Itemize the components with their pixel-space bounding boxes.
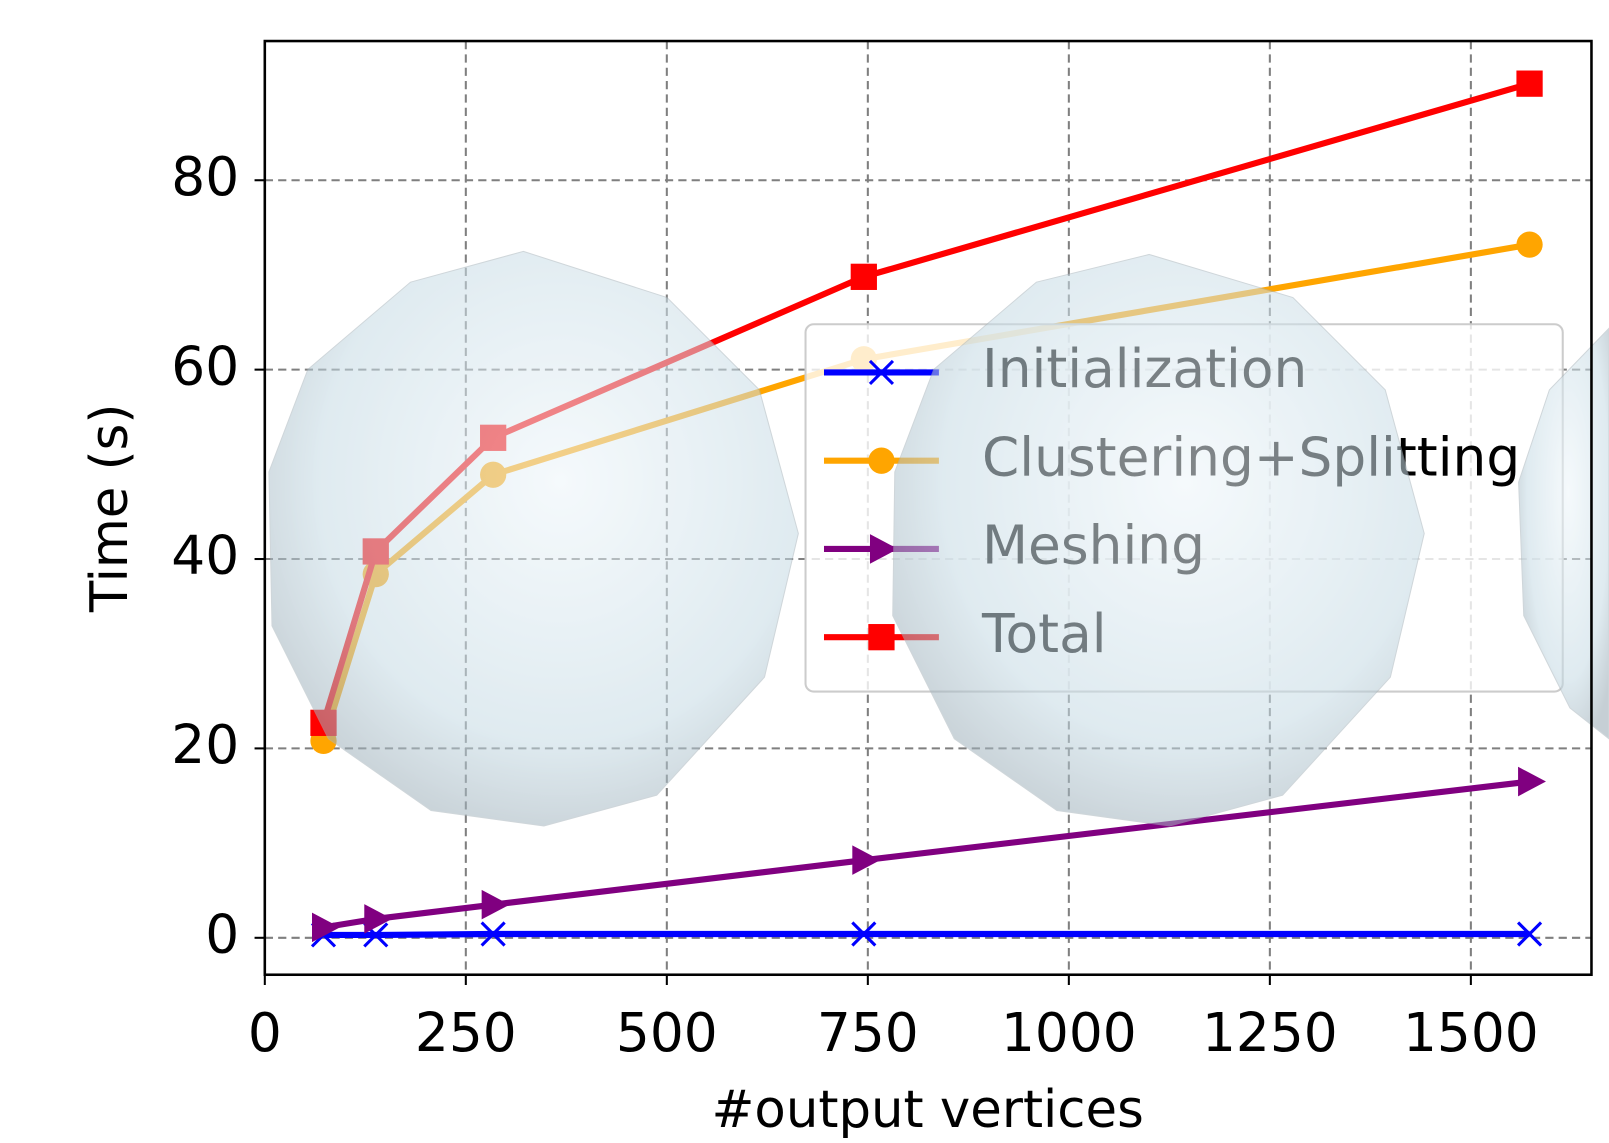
- x-tick-label: 250: [415, 1001, 517, 1064]
- marker: [364, 904, 392, 934]
- marker: [868, 448, 894, 474]
- marker: [852, 845, 880, 875]
- marker: [1516, 71, 1542, 97]
- y-tick-label: 0: [205, 902, 239, 965]
- x-axis-label: #output vertices: [711, 1080, 1143, 1140]
- x-tick-label: 750: [817, 1001, 919, 1064]
- marker: [1516, 232, 1542, 258]
- marker: [482, 890, 510, 920]
- y-axis-label: Time (s): [80, 404, 140, 614]
- x-tick-label: 0: [248, 1001, 282, 1064]
- marker: [868, 624, 894, 650]
- marker: [1518, 767, 1546, 797]
- y-tick-label: 40: [171, 524, 239, 587]
- y-tick-label: 60: [171, 334, 239, 397]
- x-tick-label: 1000: [1001, 1001, 1137, 1064]
- series-line: [324, 934, 1530, 935]
- x-tick-label: 500: [616, 1001, 718, 1064]
- y-tick-label: 80: [171, 145, 239, 208]
- x-tick-label: 1500: [1403, 1001, 1539, 1064]
- x-tick-label: 1250: [1202, 1001, 1338, 1064]
- chart: 0250500750100012501500020406080 Initiali…: [0, 0, 1609, 1143]
- y-tick-label: 20: [171, 713, 239, 776]
- marker: [851, 264, 877, 290]
